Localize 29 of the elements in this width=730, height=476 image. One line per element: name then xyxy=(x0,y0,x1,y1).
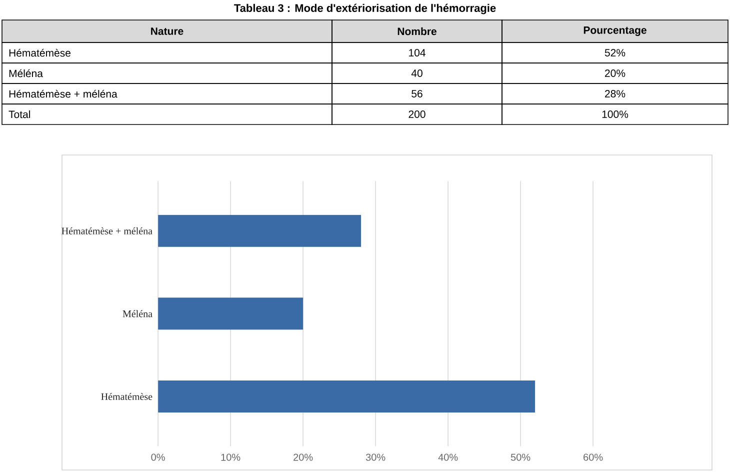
text: Tableau 3 : Mode d'extériorisation de l'hémorragie xyxy=(234,4,496,14)
text: 40 xyxy=(411,70,422,77)
text: Hématémèse + méléna xyxy=(9,90,118,98)
text: 56 xyxy=(412,90,422,98)
text: 52% xyxy=(604,49,626,56)
bar xyxy=(158,214,362,247)
y-tick-label: Hématémèse xyxy=(101,392,152,400)
text: Nature xyxy=(151,28,184,35)
text: Hématémèse xyxy=(9,48,70,57)
x-tick-label: 10% xyxy=(221,454,240,461)
x-tick-label: 30% xyxy=(366,454,386,461)
text: 200 xyxy=(408,110,426,118)
y-tick-label: Hématémèse + méléna xyxy=(62,227,152,234)
text: Total xyxy=(8,110,30,118)
text: 20% xyxy=(605,70,626,77)
y-tick-label: Méléna xyxy=(122,310,152,318)
x-tick-label: 20% xyxy=(294,454,313,461)
x-tick-label: 60% xyxy=(584,454,603,461)
text: 28% xyxy=(605,90,626,98)
text: 100% xyxy=(602,110,628,118)
x-tick-label: 50% xyxy=(510,454,530,461)
text: Nombre xyxy=(398,27,436,36)
bar xyxy=(158,380,536,412)
text: Pourcentage xyxy=(584,26,646,36)
x-tick-label: 40% xyxy=(438,454,458,461)
text: Méléna xyxy=(9,69,43,78)
x-tick-label: 0% xyxy=(151,454,165,461)
bar xyxy=(158,298,304,330)
text: 104 xyxy=(409,49,426,56)
